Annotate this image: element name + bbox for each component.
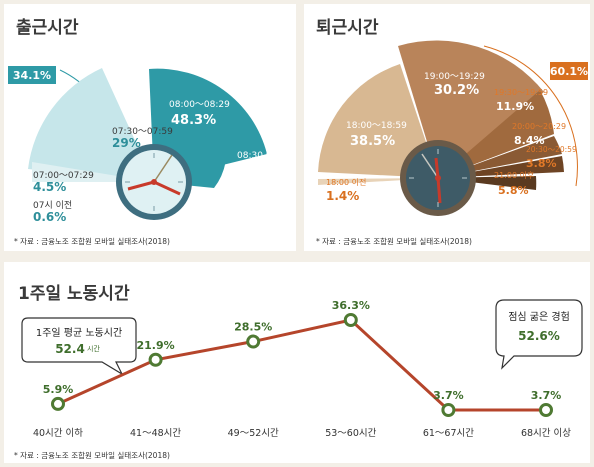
- callout-unit: 시간: [87, 344, 100, 353]
- group-share-badge: [550, 62, 588, 80]
- category-label-before-18: 18:00 이전: [326, 177, 366, 187]
- group-share-arc: [483, 45, 578, 187]
- category-label-2030: 20:30～20:59: [526, 145, 577, 154]
- data-point: [51, 396, 65, 411]
- callout-title: 점심 굶은 경험: [508, 310, 570, 323]
- source-note: * 자료 : 금융노조 조합원 모바일 실태조사(2018): [14, 236, 170, 246]
- data-label: 28.5%: [234, 321, 272, 334]
- data-label: 5.9%: [43, 383, 74, 396]
- value-label-1900: 30.2%: [434, 83, 479, 98]
- category-label-0730: 07:30～07:59: [112, 127, 173, 137]
- value-label-1930: 11.9%: [496, 100, 534, 113]
- x-tick-label: 68시간 이상: [521, 428, 571, 439]
- wedge-0730-0759: [28, 68, 154, 182]
- wedge-1800-1859: [318, 64, 438, 178]
- x-tick-label: 49～52시간: [228, 428, 279, 439]
- series-line: [57, 318, 546, 412]
- value-label-0830: 17.6%: [241, 163, 283, 177]
- data-point: [246, 334, 261, 349]
- category-label-1800: 18:00～18:59: [346, 121, 407, 131]
- clock-icon: [116, 144, 192, 220]
- commute-out-panel: 퇴근시간 60.1% 18:00～18:59 38.5% 19:00～19:29…: [304, 4, 590, 251]
- avg-hours-callout: 1주일 평균 노동시간 52.4 시간: [21, 317, 137, 376]
- category-label-0800: 08:00～08:29: [169, 100, 230, 110]
- clock-icon: [400, 140, 476, 216]
- chart-title: 1주일 노동시간: [18, 284, 130, 304]
- data-label: 36.3%: [332, 299, 370, 312]
- value-label-2000: 8.4%: [514, 134, 545, 147]
- callout-value: 52.4: [55, 342, 85, 356]
- source-note: * 자료 : 금융노조 조합원 모바일 실태조사(2018): [14, 450, 170, 460]
- data-point: [343, 313, 358, 327]
- data-label: 21.9%: [137, 339, 175, 352]
- x-tick-label: 41～48시간: [130, 428, 181, 439]
- weekly-hours-panel: 1주일 노동시간 1주일 평균 노동시간 52.4 시간 점심 굶은 경험 52…: [4, 262, 590, 463]
- callout-value: 52.6%: [518, 329, 560, 343]
- category-label-2000: 20:00～20:29: [512, 122, 566, 131]
- value-label-0700: 4.5%: [33, 180, 66, 194]
- value-label-before-07: 0.6%: [33, 210, 66, 224]
- value-label-1800: 38.5%: [350, 134, 395, 149]
- category-label-1930: 19:30～19:59: [494, 88, 548, 97]
- category-label-0830: 08:30 이후: [237, 150, 282, 161]
- data-point: [148, 352, 163, 367]
- skipped-lunch-callout: 점심 굶은 경험 52.6%: [495, 299, 583, 370]
- category-label-after-21: 21:00 이후: [494, 170, 534, 180]
- chart-title: 출근시간: [16, 18, 79, 38]
- group-share-label: 34.1%: [13, 69, 51, 82]
- weekly-hours-chart: 1주일 노동시간 1주일 평균 노동시간 52.4 시간 점심 굶은 경험 52…: [14, 284, 583, 460]
- category-label-0700: 07:00～07:29: [33, 171, 94, 181]
- value-label-2030: 3.8%: [526, 157, 557, 170]
- data-label: 3.7%: [531, 389, 562, 402]
- data-label: 3.7%: [433, 389, 464, 402]
- source-note: * 자료 : 금융노조 조합원 모바일 실태조사(2018): [316, 236, 472, 246]
- data-point: [441, 403, 456, 417]
- value-label-before-18: 1.4%: [326, 189, 359, 203]
- category-label-1900: 19:00～19:29: [424, 72, 485, 82]
- commute-out-chart: 퇴근시간 60.1% 18:00～18:59 38.5% 19:00～19:29…: [316, 18, 588, 246]
- commute-in-chart: 출근시간 34.1% 07:30～07:59 29% 07:00～07:29 4…: [8, 18, 283, 246]
- group-share-badge: [8, 66, 56, 84]
- group-share-label: 60.1%: [550, 65, 588, 78]
- chart-title: 퇴근시간: [316, 18, 379, 38]
- callout-title: 1주일 평균 노동시간: [36, 327, 122, 339]
- value-label-0730: 29%: [112, 136, 141, 150]
- commute-in-panel: 출근시간 34.1% 07:30～07:59 29% 07:00～07:29 4…: [4, 4, 296, 251]
- data-point: [539, 403, 553, 417]
- x-tick-label: 40시간 이하: [33, 427, 83, 439]
- category-label-before-07: 07시 이전: [33, 200, 72, 211]
- x-tick-label: 61～67시간: [423, 428, 474, 439]
- value-label-after-21: 5.8%: [498, 184, 529, 197]
- x-tick-label: 53～60시간: [325, 428, 376, 439]
- value-label-0800: 48.3%: [171, 113, 216, 128]
